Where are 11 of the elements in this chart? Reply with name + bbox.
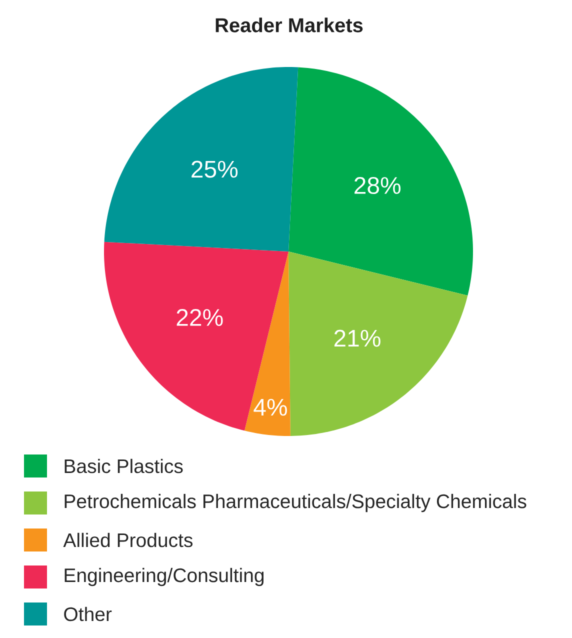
legend-label: Allied Products [63,532,193,548]
legend-label: Other [64,606,112,622]
data-label: 22% [176,309,223,326]
chart-title: Reader Markets [216,18,363,32]
legend-label: Engineering/Consulting [64,568,264,586]
data-label: 4% [254,398,287,416]
data-label: 28% [354,177,401,194]
legend-label: Basic Plastics [64,458,183,474]
data-label: 25% [192,160,238,178]
data-label: 21% [334,330,380,347]
legend-label: Petrochemicals Pharmaceuticals/Specialty Chemicals [64,494,526,512]
